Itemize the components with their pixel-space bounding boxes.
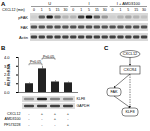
svg-text:5: 5 [88,8,90,12]
svg-text:+: + [54,111,57,116]
svg-text:0: 0 [72,8,74,12]
svg-text:A: A [1,1,6,7]
svg-text:AMD3100: AMD3100 [5,117,21,121]
svg-text:1: 1 [41,8,43,12]
svg-text:KLF8: KLF8 [77,97,86,101]
svg-text:PF573228: PF573228 [4,123,21,127]
svg-text:1: 1 [119,8,121,12]
svg-text:+: + [54,116,57,121]
svg-text:C: C [104,45,109,51]
svg-text:-: - [28,122,30,127]
svg-text:GAPDH: GAPDH [77,104,90,108]
svg-text:I: I [88,1,89,6]
svg-text:FAK: FAK [20,25,28,30]
svg-text:5: 5 [127,8,129,12]
svg-text:-: - [67,116,69,121]
svg-text:5: 5 [49,8,51,12]
svg-text:-: - [54,122,56,127]
svg-text:-: - [41,116,43,121]
svg-text:0: 0 [112,8,114,12]
svg-text:+: + [67,111,70,116]
svg-text:CXCL12: CXCL12 [7,112,21,116]
svg-text:P<0.05: P<0.05 [30,60,41,64]
svg-text:B: B [1,45,6,51]
svg-text:I + AMD3100: I + AMD3100 [117,1,141,6]
svg-text:CXCL12: CXCL12 [123,52,137,56]
svg-text:0.0: 0.0 [4,90,10,94]
svg-text:CXCR4: CXCR4 [124,68,137,72]
svg-text:+: + [41,111,44,116]
svg-text:CXCL12 (min): CXCL12 (min) [2,8,25,12]
svg-text:1: 1 [80,8,82,12]
svg-text:4.0: 4.0 [4,55,10,60]
svg-text:-: - [41,122,43,127]
svg-text:15: 15 [95,8,99,12]
svg-text:+: + [67,122,70,127]
svg-text:15: 15 [56,8,60,12]
svg-text:0: 0 [33,8,35,12]
svg-text:FAK: FAK [110,90,118,94]
svg-text:P<0.05: P<0.05 [43,55,54,59]
svg-text:KLF8: KLF8 [125,110,134,114]
svg-text:30: 30 [63,8,67,12]
svg-text:15: 15 [134,8,138,12]
svg-text:U: U [48,1,51,6]
svg-text:pFAK: pFAK [18,15,28,20]
svg-text:30: 30 [142,8,146,12]
svg-text:30: 30 [103,8,107,12]
svg-text:KLF8 mRNA: KLF8 mRNA [6,63,11,86]
svg-text:-: - [28,111,30,116]
svg-text:Actin: Actin [19,35,28,40]
svg-text:-: - [28,116,30,121]
